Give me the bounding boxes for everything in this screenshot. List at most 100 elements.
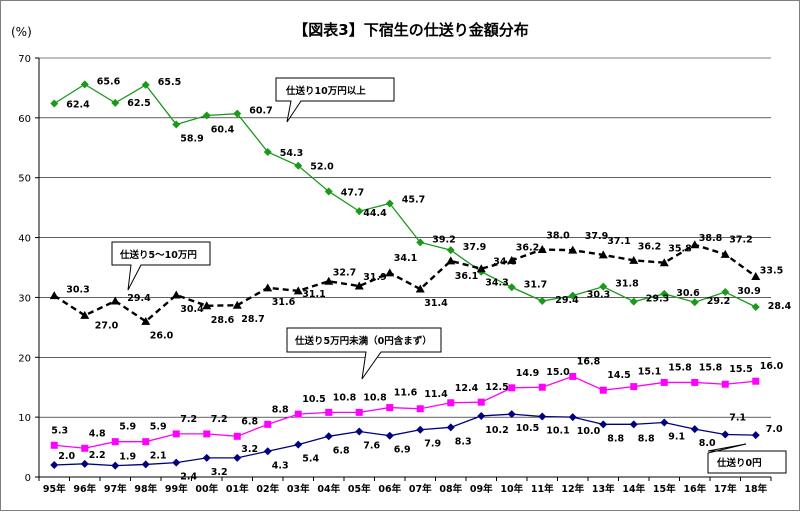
data-point	[324, 187, 333, 196]
data-point	[507, 283, 516, 292]
x-tick-label: 00年	[195, 483, 218, 495]
data-label: 31.9	[363, 272, 386, 283]
data-label: 60.4	[211, 124, 235, 135]
data-point	[446, 246, 455, 255]
x-tick-label: 18年	[744, 483, 767, 495]
data-label: 6.8	[241, 416, 258, 427]
data-point	[233, 109, 242, 118]
data-label: 36.2	[638, 241, 661, 252]
data-point	[629, 420, 638, 429]
x-tick-label: 11年	[531, 483, 554, 495]
data-point	[751, 303, 760, 312]
data-label: 2.1	[150, 450, 167, 461]
x-tick-label: 06年	[378, 483, 401, 495]
data-point	[172, 120, 181, 129]
data-label: 10.0	[577, 426, 601, 437]
data-point	[660, 378, 668, 386]
data-point	[721, 380, 729, 388]
data-point	[80, 310, 90, 319]
data-point	[264, 420, 272, 428]
data-label: 6.8	[333, 445, 350, 456]
data-label: 10.8	[333, 392, 357, 403]
data-point	[263, 447, 272, 456]
data-label: 4.3	[272, 460, 289, 471]
data-label: 36.2	[516, 242, 539, 253]
data-label: 2.0	[58, 451, 75, 462]
x-tick-label: 10年	[500, 483, 523, 495]
callout-10man-ijo-box	[275, 77, 395, 123]
data-point	[447, 399, 455, 407]
x-tick-label: 08年	[439, 483, 462, 495]
data-label: 15.5	[729, 364, 752, 375]
data-label: 14.5	[607, 370, 630, 381]
x-tick-label: 13年	[592, 483, 615, 495]
data-label: 30.3	[66, 285, 89, 296]
data-label: 31.7	[524, 279, 547, 290]
data-label: 10.2	[485, 425, 508, 436]
data-label: 15.0	[546, 367, 570, 378]
data-point	[141, 80, 150, 89]
data-labels: 62.4 65.6 62.5 65.5 58.9 60.4 60.7 54.3 52.0 47.7…	[51, 76, 791, 482]
data-point	[446, 423, 455, 432]
data-label: 34.1	[394, 253, 417, 264]
data-label: 29.4	[555, 295, 579, 306]
data-label: 32.7	[333, 267, 356, 278]
data-label: 28.7	[241, 314, 264, 325]
data-point	[415, 284, 425, 293]
data-point	[203, 430, 211, 438]
series-line	[53, 243, 757, 323]
data-label: 14.9	[516, 368, 539, 379]
data-point	[599, 386, 607, 394]
data-label: 16.0	[760, 361, 784, 372]
data-label: 15.1	[638, 367, 661, 378]
series-line	[54, 413, 756, 467]
y-tick-label: 50	[18, 174, 31, 185]
x-tick-label: 17年	[714, 483, 737, 495]
y-tick-label: 70	[18, 54, 31, 65]
data-label: 7.9	[424, 439, 441, 450]
data-point	[721, 430, 730, 439]
data-label: 62.5	[127, 98, 150, 109]
x-tick-label: 12年	[561, 483, 584, 495]
data-point	[538, 297, 547, 306]
data-label: 52.0	[310, 162, 334, 173]
data-point	[385, 268, 395, 277]
x-tick-label: 99年	[165, 483, 188, 495]
data-label: 5.9	[119, 422, 136, 433]
data-point	[569, 372, 577, 380]
data-label: 44.4	[363, 208, 387, 219]
data-label: 11.6	[394, 388, 418, 399]
data-label: 30.6	[676, 288, 700, 299]
data-point	[477, 411, 486, 420]
data-point	[111, 438, 119, 446]
data-label: 7.1	[729, 413, 746, 424]
data-label: 5.3	[51, 425, 68, 436]
data-point	[355, 207, 364, 216]
x-tick-label: 01年	[226, 483, 249, 495]
callout-10man-ijo: 仕送り10万円以上	[275, 77, 395, 123]
data-point	[385, 199, 394, 208]
data-point	[80, 80, 89, 89]
y-tick-label: 40	[18, 234, 31, 245]
data-label: 37.2	[729, 234, 752, 245]
data-label: 3.2	[241, 444, 258, 455]
gridlines	[39, 57, 771, 418]
data-point	[202, 111, 211, 120]
data-label: 26.0	[150, 330, 174, 341]
axes	[38, 58, 771, 478]
series-group	[49, 80, 761, 470]
data-point	[50, 441, 58, 449]
data-label: 8.3	[455, 436, 472, 447]
data-label: 36.1	[455, 271, 478, 282]
series-1	[49, 240, 761, 325]
data-point	[294, 440, 303, 449]
data-label: 47.7	[341, 187, 364, 198]
series-0	[50, 80, 760, 312]
data-point	[141, 316, 151, 325]
y-unit-label: (%)	[11, 25, 32, 39]
data-point	[690, 425, 699, 434]
data-point	[111, 98, 120, 107]
data-label: 34.3	[485, 278, 508, 289]
data-label: 58.9	[180, 133, 203, 144]
